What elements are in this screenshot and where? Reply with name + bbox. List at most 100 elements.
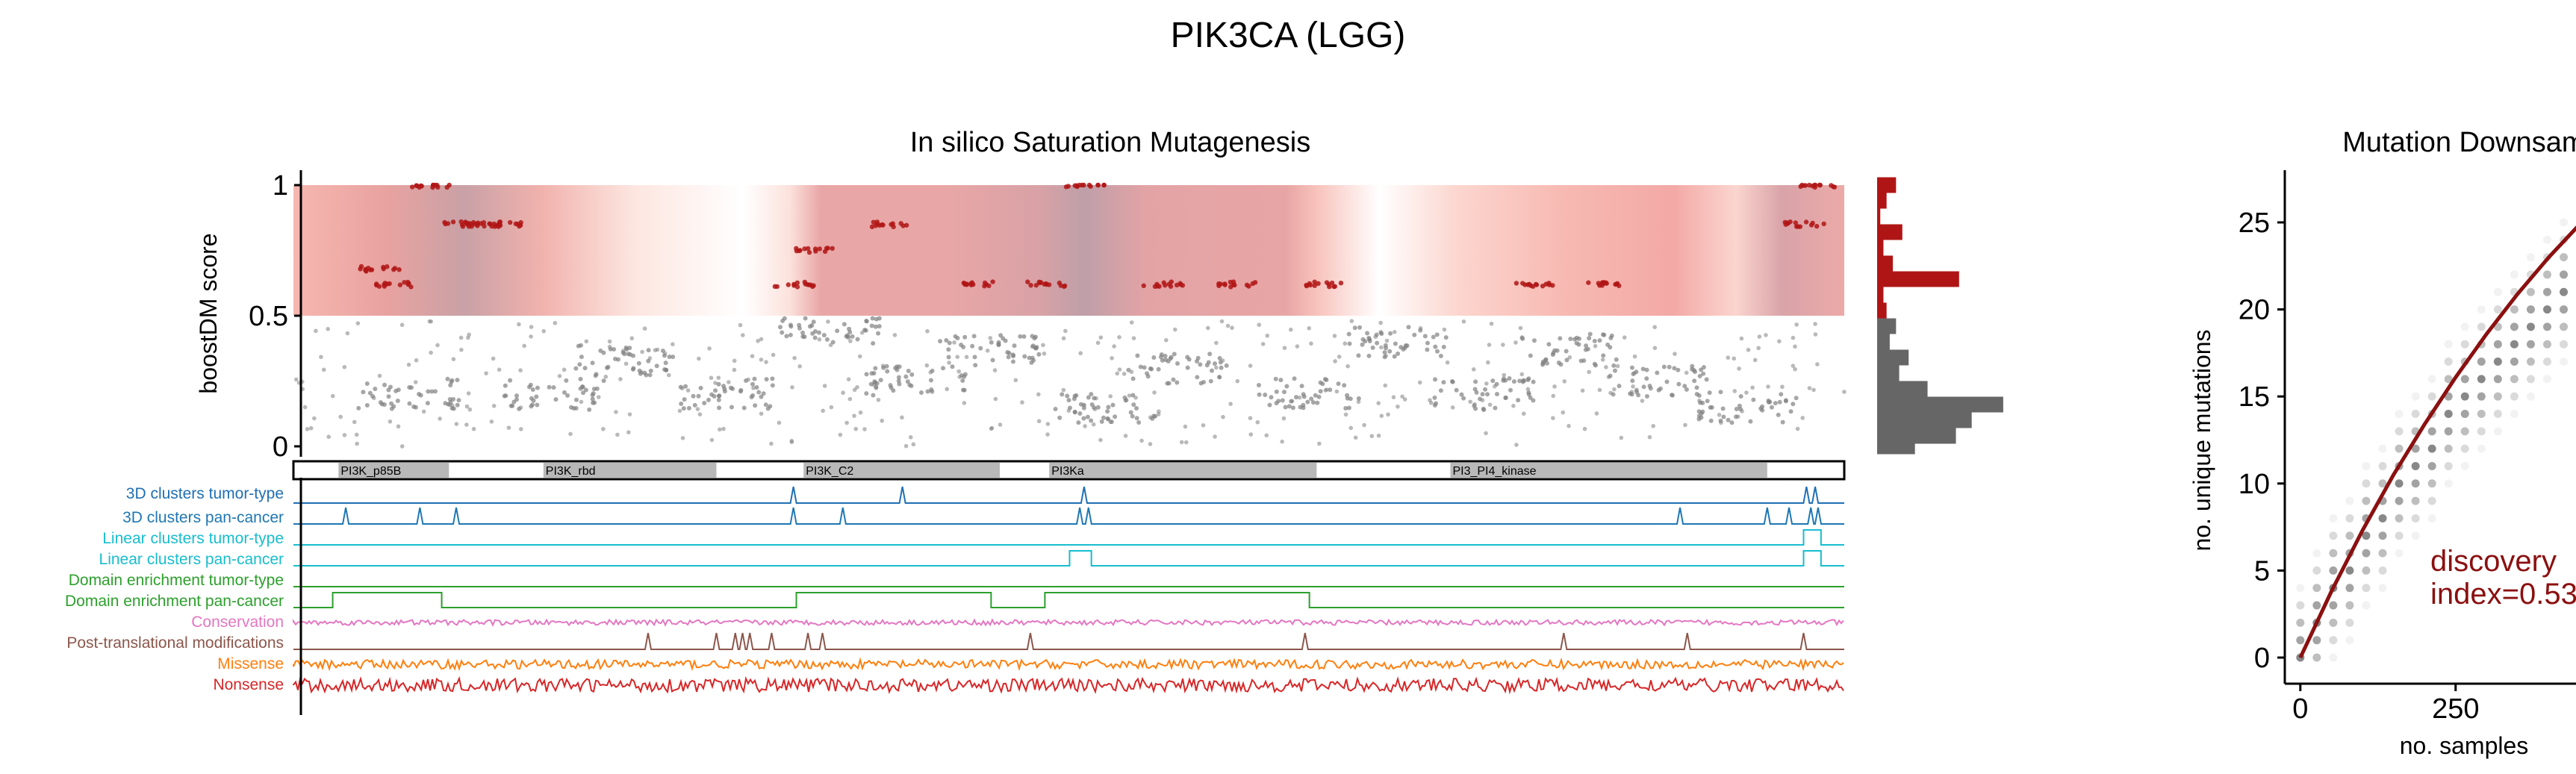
passenger-point (1083, 424, 1087, 428)
driver-point (871, 219, 877, 225)
ds-y-tick-label: 10 (2239, 469, 2270, 500)
driver-point (990, 279, 995, 284)
driver-point (1596, 281, 1602, 286)
passenger-point (342, 433, 347, 437)
passenger-point (1030, 344, 1035, 349)
passenger-point (1095, 340, 1101, 346)
y-ticks: 00.51 (249, 170, 301, 463)
passenger-point (1324, 377, 1329, 382)
passenger-point (838, 432, 843, 437)
passenger-point (696, 393, 701, 399)
passenger-point (1641, 384, 1646, 390)
downsample-point (2345, 584, 2354, 593)
passenger-point (750, 354, 755, 358)
passenger-point (1519, 372, 1525, 377)
passenger-point (1752, 358, 1758, 363)
passenger-point (817, 330, 822, 335)
driver-point (1036, 279, 1042, 285)
passenger-point (517, 322, 521, 327)
passenger-point (864, 318, 869, 323)
passenger-point (741, 333, 745, 337)
downsample-point (2427, 479, 2436, 488)
passenger-point (1098, 437, 1103, 443)
passenger-point (1003, 338, 1008, 343)
passenger-point (429, 350, 433, 355)
downsample-point (2542, 340, 2551, 349)
driver-point (1222, 282, 1228, 287)
passenger-point (1526, 392, 1531, 397)
passenger-point (1517, 378, 1522, 384)
passenger-point (484, 371, 488, 375)
passenger-point (1379, 413, 1384, 418)
passenger-point (1280, 398, 1285, 403)
passenger-point (1402, 345, 1407, 350)
passenger-point (1604, 365, 1608, 369)
passenger-point (579, 355, 584, 360)
passenger-point (372, 396, 376, 401)
passenger-point (564, 378, 569, 383)
ds-x-tick-label: 0 (2292, 693, 2308, 725)
downsample-point (2560, 270, 2569, 279)
passenger-point (1315, 400, 1320, 405)
passenger-point (1123, 398, 1128, 403)
driver-point (817, 246, 822, 252)
passenger-point (846, 377, 851, 381)
passenger-point (1558, 336, 1563, 341)
passenger-point (584, 339, 589, 344)
passenger-point (1195, 355, 1201, 361)
passenger-point (1425, 347, 1430, 352)
downsample-point (2493, 358, 2502, 366)
driver-point (410, 184, 415, 190)
driver-point (1088, 184, 1093, 189)
passenger-point (1511, 379, 1516, 384)
passenger-point (1309, 341, 1313, 346)
passenger-point (1593, 343, 1598, 349)
passenger-point (1273, 376, 1278, 381)
passenger-point (654, 363, 659, 369)
y-tick-label: 1 (273, 170, 288, 202)
passenger-point (1587, 331, 1593, 337)
driver-point (1520, 281, 1525, 286)
downsample-point (2526, 305, 2535, 314)
passenger-point (874, 386, 879, 390)
downsample-point (2542, 375, 2551, 384)
passenger-point (1516, 398, 1521, 403)
driver-point (1812, 182, 1817, 188)
passenger-point (730, 386, 735, 391)
passenger-point (1289, 399, 1295, 404)
passenger-point (1281, 390, 1287, 395)
passenger-point (780, 330, 785, 335)
passenger-point (1525, 377, 1531, 382)
passenger-point (338, 414, 343, 419)
driver-point (405, 279, 411, 285)
passenger-point (1333, 359, 1337, 363)
passenger-point (970, 343, 975, 349)
passenger-point (685, 388, 691, 393)
passenger-point (909, 384, 914, 389)
passenger-point (1766, 384, 1770, 389)
passenger-point (497, 367, 502, 372)
passenger-point (946, 355, 951, 360)
passenger-point (941, 366, 946, 371)
passenger-point (770, 383, 775, 388)
downsample-point (2526, 253, 2535, 262)
passenger-point (612, 346, 617, 352)
passenger-point (607, 339, 612, 344)
passenger-point (330, 393, 335, 399)
passenger-point (870, 316, 875, 321)
driver-point (785, 282, 791, 287)
driver-point (794, 280, 800, 286)
passenger-point (1726, 355, 1731, 360)
passenger-point (1301, 394, 1307, 399)
passenger-point (377, 373, 382, 378)
passenger-point (1217, 355, 1222, 361)
driver-point (1793, 220, 1799, 225)
driver-point (513, 221, 518, 227)
passenger-point (1349, 319, 1354, 323)
passenger-point (1313, 393, 1318, 398)
passenger-point (1396, 404, 1400, 409)
downsample-point (2427, 427, 2436, 436)
downsample-point (2411, 479, 2420, 488)
passenger-point (1664, 379, 1670, 384)
passenger-point (1217, 375, 1222, 380)
